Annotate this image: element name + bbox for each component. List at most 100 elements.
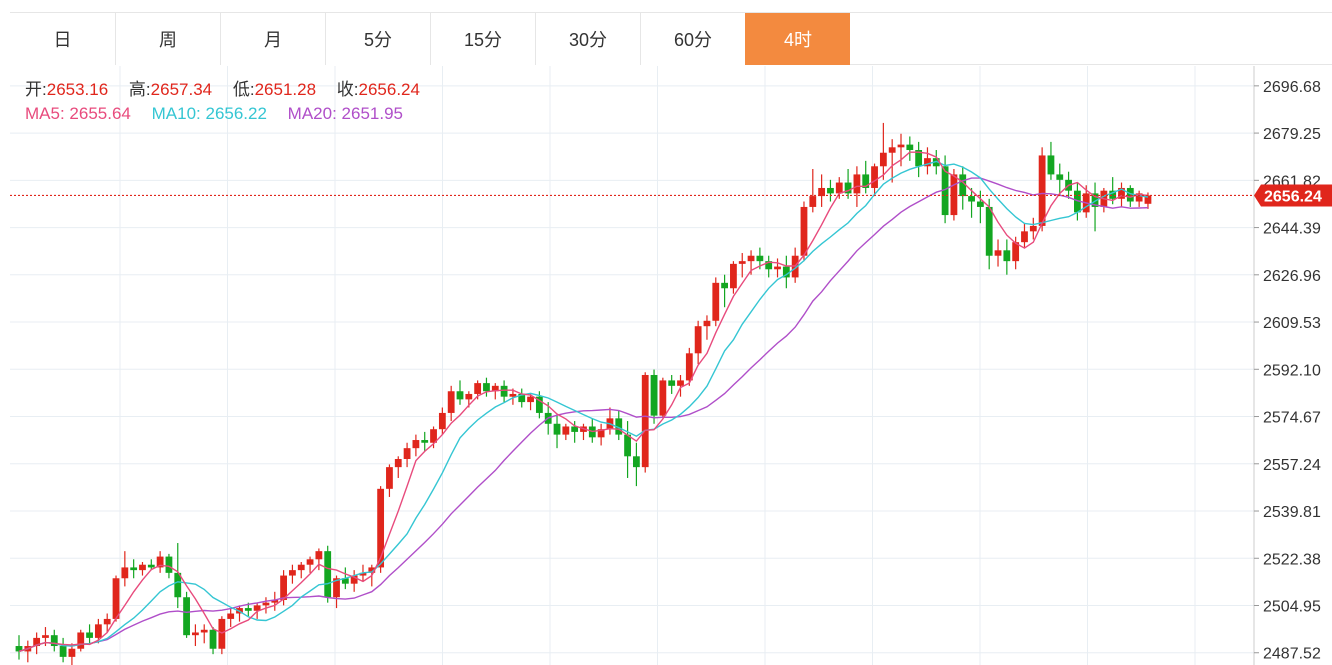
candle-body-79 bbox=[712, 282, 720, 321]
candle-53 bbox=[483, 377, 490, 397]
axis-tick-label-0: 2696.68 bbox=[1263, 79, 1321, 96]
candle-body-110 bbox=[985, 206, 993, 256]
candle-body-13 bbox=[130, 567, 138, 571]
candle-body-75 bbox=[677, 380, 684, 386]
candle-body-3 bbox=[42, 635, 49, 638]
candle-66 bbox=[597, 423, 605, 446]
candle-body-103 bbox=[924, 158, 931, 167]
candle-116 bbox=[1038, 147, 1046, 232]
candle-body-118 bbox=[1056, 174, 1064, 180]
candle-body-114 bbox=[1021, 231, 1028, 243]
candle-87 bbox=[782, 255, 790, 289]
candle-body-26 bbox=[244, 608, 252, 611]
candle-71 bbox=[641, 372, 649, 473]
candle-24 bbox=[227, 608, 235, 628]
tab-周[interactable]: 周 bbox=[115, 13, 220, 65]
low-value: 2651.28 bbox=[254, 80, 317, 99]
candle-2 bbox=[33, 632, 41, 655]
candle-101 bbox=[906, 136, 914, 161]
candle-body-80 bbox=[721, 282, 728, 289]
candle-body-81 bbox=[730, 263, 737, 289]
candle-body-90 bbox=[809, 196, 817, 207]
close-value: 2656.24 bbox=[358, 80, 420, 99]
candle-76 bbox=[685, 347, 693, 386]
candle-1 bbox=[24, 640, 32, 663]
candle-body-74 bbox=[668, 380, 676, 386]
candle-body-87 bbox=[782, 266, 790, 278]
candle-body-58 bbox=[527, 396, 534, 403]
tab-30分[interactable]: 30分 bbox=[535, 13, 640, 65]
candle-81 bbox=[730, 261, 737, 294]
candle-16 bbox=[156, 551, 164, 573]
candle-body-106 bbox=[950, 174, 958, 216]
moving-average-lines bbox=[18, 151, 1149, 653]
candle-13 bbox=[130, 559, 138, 579]
candle-92 bbox=[827, 179, 834, 202]
ma20-line bbox=[18, 177, 1149, 653]
candle-body-105 bbox=[941, 166, 949, 216]
axis-tick-label-8: 2557.24 bbox=[1263, 457, 1321, 474]
candle-body-8 bbox=[86, 632, 93, 638]
candle-body-63 bbox=[571, 426, 579, 432]
candle-body-66 bbox=[597, 429, 605, 438]
candle-45 bbox=[412, 434, 420, 457]
candle-50 bbox=[456, 380, 464, 405]
candle-body-104 bbox=[932, 158, 940, 167]
tab-60分[interactable]: 60分 bbox=[640, 13, 745, 65]
candle-5 bbox=[59, 637, 67, 663]
candle-body-36 bbox=[333, 578, 340, 598]
candle-86 bbox=[774, 258, 781, 278]
candle-0 bbox=[15, 635, 23, 660]
candle-85 bbox=[765, 255, 773, 278]
candle-body-115 bbox=[1029, 225, 1037, 232]
candle-body-68 bbox=[615, 418, 623, 435]
candle-body-31 bbox=[289, 570, 296, 576]
candle-body-100 bbox=[897, 144, 905, 148]
candle-body-89 bbox=[800, 206, 808, 256]
candle-body-37 bbox=[341, 578, 349, 584]
candle-body-73 bbox=[659, 380, 667, 416]
axis-tick-label-12: 2487.52 bbox=[1263, 646, 1321, 663]
candle-body-9 bbox=[94, 624, 102, 638]
candle-14 bbox=[139, 562, 146, 576]
candle-44 bbox=[403, 442, 411, 468]
candle-body-41 bbox=[377, 488, 385, 568]
price-axis: 2696.682679.252661.822644.392626.962609.… bbox=[1253, 66, 1321, 665]
axis-tick-label-11: 2504.95 bbox=[1263, 599, 1321, 616]
candle-body-52 bbox=[474, 383, 482, 394]
ma-row: MA5: 2655.64 MA10: 2656.22 MA20: 2651.95 bbox=[25, 102, 436, 126]
tab-5分[interactable]: 5分 bbox=[325, 13, 430, 65]
candle-body-47 bbox=[430, 429, 437, 443]
candle-123 bbox=[1100, 187, 1108, 213]
tab-4时[interactable]: 4时 bbox=[745, 13, 850, 65]
candle-body-86 bbox=[774, 266, 781, 270]
candle-body-85 bbox=[765, 261, 773, 270]
candle-6 bbox=[68, 643, 76, 665]
candle-body-33 bbox=[306, 559, 314, 565]
candle-body-19 bbox=[183, 597, 190, 636]
candle-body-45 bbox=[412, 440, 420, 449]
candle-117 bbox=[1047, 141, 1055, 180]
open-value: 2653.16 bbox=[46, 80, 109, 99]
candle-4 bbox=[50, 629, 58, 652]
candle-12 bbox=[121, 551, 129, 587]
candle-body-15 bbox=[147, 564, 155, 568]
candle-114 bbox=[1021, 223, 1028, 248]
candle-111 bbox=[994, 239, 1002, 267]
candle-body-84 bbox=[756, 255, 764, 262]
candle-109 bbox=[976, 190, 984, 224]
tab-日[interactable]: 日 bbox=[10, 13, 115, 65]
candle-69 bbox=[624, 421, 631, 478]
candle-body-76 bbox=[685, 353, 693, 381]
candle-22 bbox=[209, 627, 217, 655]
ma10-line bbox=[18, 160, 1149, 653]
candle-body-128 bbox=[1144, 195, 1152, 204]
candle-body-5 bbox=[59, 646, 67, 657]
tab-月[interactable]: 月 bbox=[220, 13, 325, 65]
candle-body-112 bbox=[1003, 250, 1011, 262]
candle-body-57 bbox=[518, 393, 526, 403]
ma20-value: 2651.95 bbox=[341, 104, 403, 123]
tab-15分[interactable]: 15分 bbox=[430, 13, 535, 65]
candle-body-92 bbox=[827, 187, 834, 194]
high-value: 2657.34 bbox=[150, 80, 213, 99]
